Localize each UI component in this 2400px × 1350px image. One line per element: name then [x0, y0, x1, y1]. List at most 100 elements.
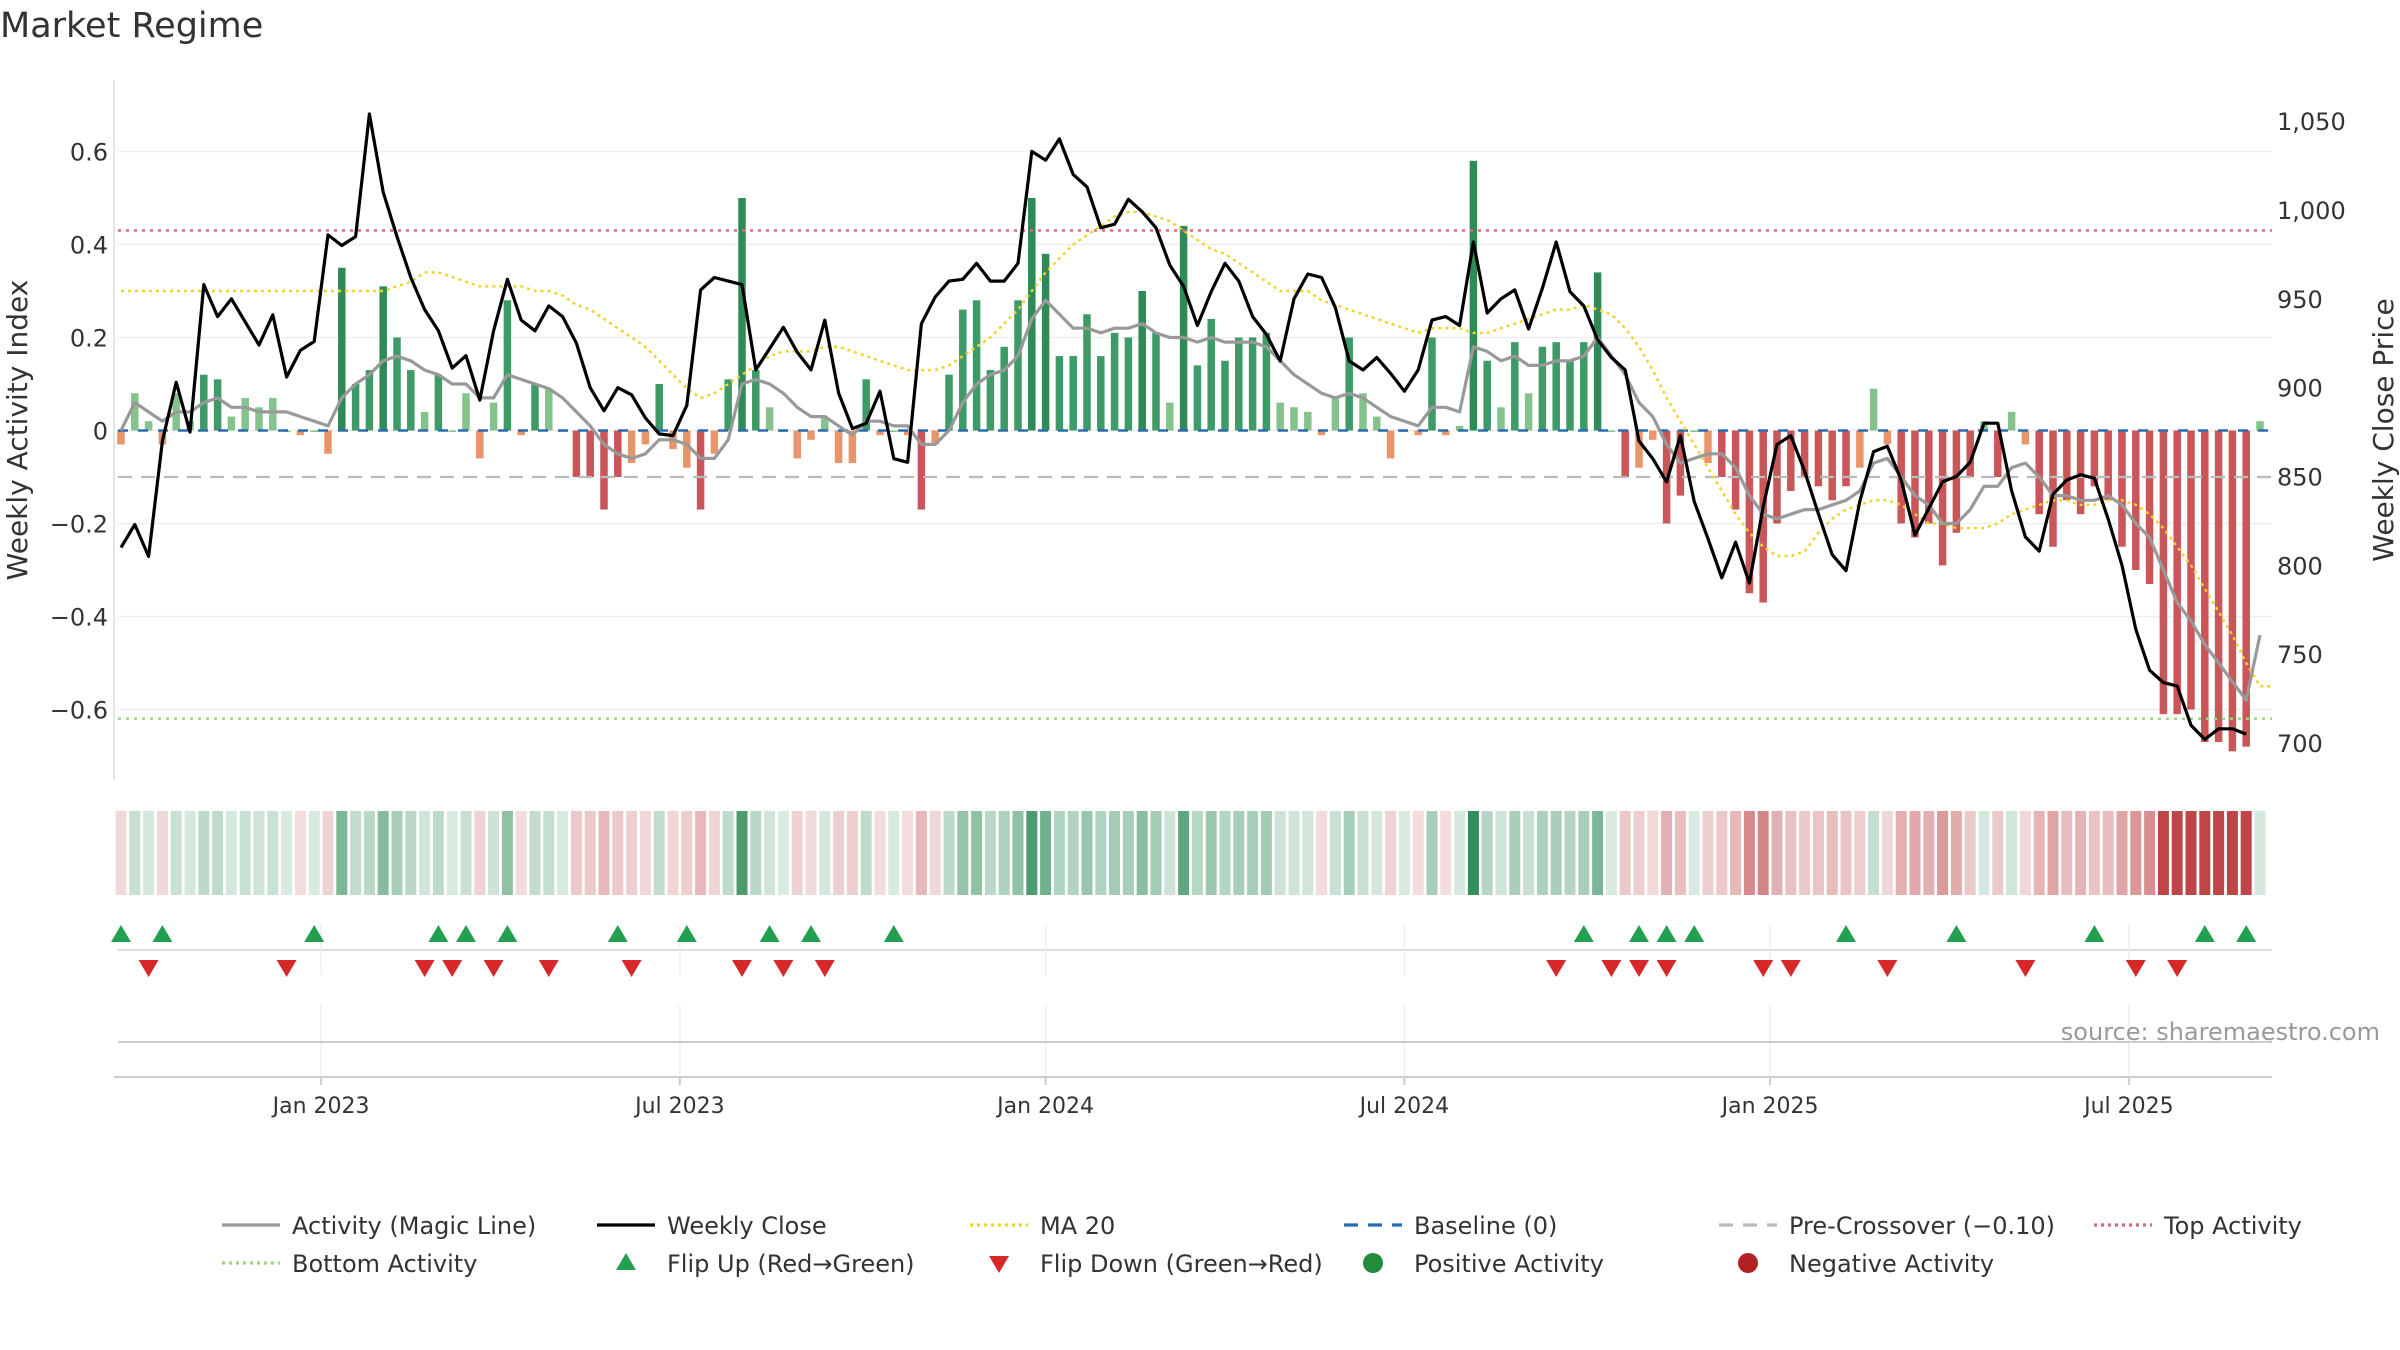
- heat-cell-9: [239, 811, 251, 895]
- heat-cell-23: [432, 811, 444, 895]
- activity-bar-53: [848, 430, 857, 464]
- heat-cell-13: [294, 811, 306, 895]
- heat-cell-35: [598, 811, 610, 895]
- activity-bar-104: [1552, 342, 1560, 431]
- right-tick-label-2: 800: [2277, 552, 2323, 580]
- heat-cell-38: [639, 811, 651, 895]
- heat-cell-78: [1191, 811, 1203, 895]
- heat-cell-110: [1633, 811, 1645, 895]
- activity-bar-101: [1511, 342, 1519, 431]
- activity-bar-67: [1041, 253, 1050, 431]
- heat-cell-59: [929, 811, 941, 895]
- legend-label-pre-crossover-0-10: Pre-Crossover (−0.10): [1789, 1212, 2055, 1240]
- heat-cell-142: [2075, 811, 2087, 895]
- heat-cell-36: [612, 811, 624, 895]
- activity-bar-55: [876, 430, 884, 436]
- activity-bar-73: [1124, 337, 1133, 431]
- heat-cell-86: [1302, 811, 1314, 895]
- activity-bar-23: [434, 374, 443, 431]
- heat-cell-92: [1385, 811, 1397, 895]
- activity-bar-9: [241, 397, 249, 431]
- heat-cell-90: [1357, 811, 1369, 895]
- legend-swatch-flip-down-green-red: [989, 1256, 1009, 1273]
- activity-bar-21: [407, 370, 415, 431]
- heat-cell-108: [1605, 811, 1617, 895]
- heat-cell-149: [2171, 811, 2183, 895]
- heat-cell-126: [1854, 811, 1866, 895]
- activity-bar-137: [2007, 411, 2016, 431]
- activity-bar-126: [1856, 430, 1864, 468]
- heat-cell-87: [1316, 811, 1328, 895]
- activity-bar-18: [365, 370, 374, 431]
- heat-cell-105: [1564, 811, 1576, 895]
- activity-bar-115: [1704, 430, 1712, 464]
- right-axis-label: Weekly Close Price: [2367, 298, 2400, 561]
- activity-bar-149: [2173, 430, 2181, 715]
- activity-bar-63: [986, 370, 995, 431]
- left-axis: −0.6 −0.4 −0.2 0 0.2 0.4 0.6: [50, 139, 108, 725]
- flip-down-marker-8: [773, 960, 794, 977]
- legend-label-top-activity: Top Activity: [2163, 1212, 2302, 1240]
- activity-bar-29: [517, 430, 525, 436]
- heat-cell-83: [1260, 811, 1272, 895]
- activity-bar-64: [1000, 346, 1008, 431]
- activity-bar-62: [972, 300, 981, 431]
- heat-cell-26: [474, 811, 486, 895]
- activity-bar-119: [1759, 430, 1767, 603]
- flip-down-marker-14: [1753, 960, 1774, 977]
- heat-cell-143: [2088, 811, 2100, 895]
- heat-cell-139: [2033, 811, 2045, 895]
- flip-down-marker-18: [2125, 960, 2146, 977]
- flip-up-marker-9: [801, 925, 821, 942]
- heat-cell-128: [1881, 811, 1893, 895]
- activity-bar-85: [1290, 407, 1298, 431]
- heat-cell-154: [2240, 811, 2252, 895]
- activity-bar-74: [1138, 291, 1146, 431]
- heat-cell-68: [1053, 811, 1065, 895]
- series-lines: [119, 112, 2274, 742]
- heat-cell-11: [267, 811, 279, 895]
- activity-bar-108: [1607, 430, 1616, 432]
- heat-cell-89: [1343, 811, 1355, 895]
- activity-bar-79: [1207, 318, 1215, 431]
- heat-cell-145: [2116, 811, 2128, 895]
- flip-down-marker-7: [732, 960, 752, 977]
- heat-cell-152: [2213, 811, 2225, 895]
- heat-cell-99: [1481, 811, 1493, 895]
- chart-legend: Activity (Magic Line) Weekly Close MA 20 Ba…: [222, 1212, 2302, 1278]
- heat-cell-1: [129, 811, 141, 895]
- flip-up-marker-17: [2084, 925, 2105, 942]
- heat-cell-54: [860, 811, 872, 895]
- heat-cell-2: [143, 811, 155, 895]
- heat-cell-42: [695, 811, 707, 895]
- heat-cell-84: [1274, 811, 1286, 895]
- activity-bar-37: [627, 430, 636, 464]
- activity-bar-83: [1262, 332, 1271, 431]
- heat-cell-123: [1812, 811, 1824, 895]
- activity-bars: [117, 160, 2264, 752]
- heat-cell-49: [791, 811, 803, 895]
- activity-bar-89: [1345, 337, 1353, 431]
- activity-bar-134: [1966, 430, 1974, 477]
- activity-bar-145: [2118, 430, 2126, 547]
- activity-bar-80: [1221, 360, 1229, 431]
- heat-cell-48: [777, 811, 789, 895]
- activity-bar-20: [393, 337, 401, 431]
- heat-cell-93: [1398, 811, 1410, 895]
- activity-bar-47: [765, 407, 774, 431]
- heat-cell-17: [350, 811, 362, 895]
- heat-cell-74: [1136, 811, 1148, 895]
- heat-cell-5: [184, 811, 196, 895]
- activity-bar-130: [1911, 430, 1919, 538]
- heat-cell-7: [212, 811, 224, 895]
- legend-label-negative-activity: Negative Activity: [1789, 1250, 1994, 1278]
- flip-up-marker-12: [1629, 925, 1649, 942]
- heat-cell-6: [198, 811, 210, 895]
- heat-cell-43: [708, 811, 720, 895]
- heat-cell-3: [156, 811, 168, 895]
- flip-down-marker-12: [1629, 960, 1649, 977]
- flip-up-marker-19: [2236, 925, 2257, 942]
- heat-cell-41: [681, 811, 693, 895]
- activity-bar-38: [641, 430, 650, 445]
